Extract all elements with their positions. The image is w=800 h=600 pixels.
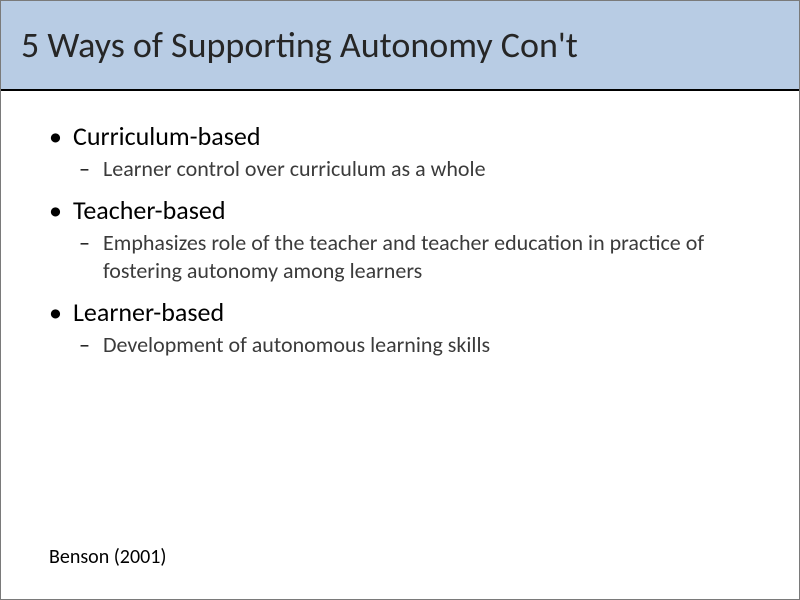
slide-content: Curriculum-based Learner control over cu… bbox=[1, 91, 799, 359]
bullet-list: Curriculum-based Learner control over cu… bbox=[45, 119, 755, 359]
sub-list-item: Development of autonomous learning skill… bbox=[73, 331, 755, 359]
citation: Benson (2001) bbox=[49, 545, 166, 569]
bullet-label: Learner-based bbox=[73, 296, 224, 328]
list-item: Learner-based Development of autonomous … bbox=[45, 295, 755, 359]
bullet-label: Teacher-based bbox=[73, 194, 225, 226]
sub-list-item: Learner control over curriculum as a who… bbox=[73, 155, 755, 183]
sub-list: Development of autonomous learning skill… bbox=[73, 331, 755, 359]
title-band: 5 Ways of Supporting Autonomy Con't bbox=[1, 1, 799, 91]
sub-list: Emphasizes role of the teacher and teach… bbox=[73, 229, 755, 285]
sub-bullet-text: Emphasizes role of the teacher and teach… bbox=[103, 229, 704, 284]
sub-bullet-text: Learner control over curriculum as a who… bbox=[103, 155, 486, 182]
sub-bullet-text: Development of autonomous learning skill… bbox=[103, 331, 490, 358]
bullet-label: Curriculum-based bbox=[73, 120, 261, 152]
slide: 5 Ways of Supporting Autonomy Con't Curr… bbox=[0, 0, 800, 600]
sub-list-item: Emphasizes role of the teacher and teach… bbox=[73, 229, 755, 285]
list-item: Curriculum-based Learner control over cu… bbox=[45, 119, 755, 183]
slide-title: 5 Ways of Supporting Autonomy Con't bbox=[21, 23, 779, 67]
sub-list: Learner control over curriculum as a who… bbox=[73, 155, 755, 183]
list-item: Teacher-based Emphasizes role of the tea… bbox=[45, 193, 755, 285]
